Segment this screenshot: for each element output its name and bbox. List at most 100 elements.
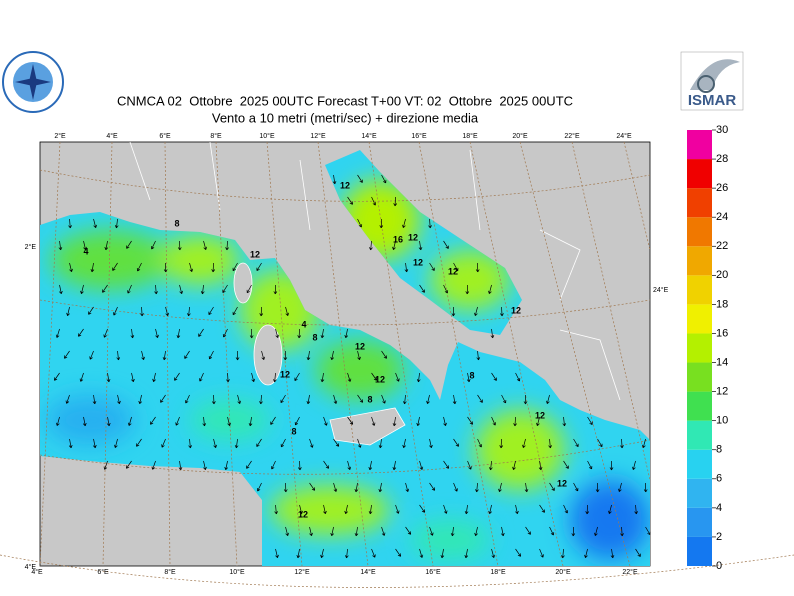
colorbar-swatch — [687, 159, 712, 189]
colorbar-swatch — [687, 536, 712, 566]
wind-arrow — [563, 460, 569, 469]
wind-arrow — [106, 416, 111, 427]
sardinia — [253, 324, 283, 386]
wind-arrow — [131, 372, 135, 383]
bottom-lon-label: 14°E — [360, 568, 376, 576]
wind-arrow — [246, 460, 252, 469]
wind-arrow — [178, 460, 183, 471]
wind-arrow — [443, 460, 450, 469]
wind-arrow — [369, 240, 373, 251]
wind-arrow — [274, 504, 278, 515]
top-lon-label: 10°E — [259, 132, 275, 140]
wind-arrow — [136, 438, 142, 447]
wind-arrow — [175, 416, 180, 426]
wind-arrow — [587, 416, 593, 425]
top-lon-label: 18°E — [462, 132, 478, 140]
contour-label: 12 — [511, 305, 521, 315]
wind-arrow — [416, 416, 420, 427]
wind-arrow — [635, 548, 641, 557]
contour-label: 4 — [83, 246, 88, 256]
wind-arrow — [474, 526, 478, 537]
wind-arrow — [104, 240, 109, 251]
wind-arrow — [208, 350, 214, 360]
wind-arrow — [536, 416, 540, 426]
wind-arrow — [165, 306, 169, 316]
wind-arrow — [488, 460, 493, 471]
colorbar-swatch — [687, 246, 712, 276]
contour-label: 12 — [535, 410, 545, 420]
wind-arrow — [177, 240, 182, 251]
wind-arrow — [416, 372, 421, 383]
left-label: 4°E — [25, 563, 37, 571]
wind-arrow — [79, 372, 84, 382]
wind-arrow — [549, 526, 555, 536]
wind-arrow — [381, 350, 387, 359]
map-axes: 2°E 4°E 6°E 8°E 10°E 12°E 14°E 16°E 18°E 20°E 22°E… — [25, 132, 669, 576]
wind-arrow — [344, 328, 349, 339]
wind-arrow — [354, 482, 359, 493]
colorbar-swatch — [687, 507, 712, 537]
wind-arrow — [595, 482, 600, 493]
contour-label: 12 — [340, 180, 350, 190]
wind-arrow — [491, 548, 496, 558]
wind-arrow — [232, 262, 238, 272]
wind-arrow — [333, 438, 340, 447]
colorbar-label: 28 — [716, 153, 728, 165]
wind-arrow — [402, 438, 406, 449]
wind-arrow — [306, 350, 311, 361]
contour-label: 12 — [298, 509, 308, 519]
wind-arrow — [443, 416, 447, 427]
wind-arrow — [66, 306, 70, 317]
wind-arrow — [297, 328, 302, 339]
subtitle: Vento a 10 metri (metri/sec) + direzione… — [212, 110, 479, 125]
wind-arrow — [443, 240, 449, 249]
wind-arrow — [395, 548, 402, 557]
wind-arrow — [323, 504, 327, 515]
wind-arrow — [562, 416, 567, 427]
wind-arrow — [498, 482, 502, 492]
wind-arrow — [645, 526, 651, 536]
wind-arrow — [499, 438, 504, 449]
wind-arrow — [93, 218, 97, 228]
wind-arrow — [203, 460, 207, 471]
wind-arrow — [608, 504, 612, 514]
bottom-lon-label: 8°E — [164, 568, 176, 576]
colorbar-swatch — [687, 333, 712, 363]
wind-arrow — [491, 416, 496, 426]
wind-arrow — [130, 328, 135, 339]
wind-arrow — [378, 482, 383, 493]
colorbar-label: 14 — [716, 356, 728, 368]
colorbar-swatch — [687, 217, 712, 247]
wind-arrow — [491, 372, 497, 381]
wind-arrow — [89, 350, 94, 360]
wind-arrow — [490, 328, 495, 339]
contour-label: 8 — [367, 394, 372, 404]
wind-arrow — [136, 262, 142, 272]
colorbar-swatch — [687, 449, 712, 479]
wind-arrow — [189, 262, 194, 272]
wind-arrow — [261, 350, 266, 360]
contour-label: 12 — [413, 257, 423, 267]
wind-arrow — [464, 548, 469, 559]
wind-arrow — [475, 262, 480, 273]
wind-arrow — [275, 548, 279, 559]
top-lon-label: 4°E — [106, 132, 118, 140]
wind-arrow — [584, 548, 588, 558]
wind-arrow — [525, 526, 531, 535]
wind-arrow — [246, 284, 252, 294]
wind-arrow — [452, 394, 457, 405]
wind-arrow — [642, 438, 646, 448]
wind-arrow — [392, 240, 396, 250]
wind-arrow — [378, 438, 383, 449]
wind-arrow — [58, 240, 63, 251]
wind-arrow — [402, 394, 407, 405]
wind-arrow — [68, 218, 72, 229]
wind-arrow — [474, 306, 478, 316]
logo-text: ISMAR — [688, 92, 737, 109]
wind-arrow — [213, 438, 217, 448]
sicily — [329, 407, 406, 446]
wind-arrow — [273, 284, 278, 295]
